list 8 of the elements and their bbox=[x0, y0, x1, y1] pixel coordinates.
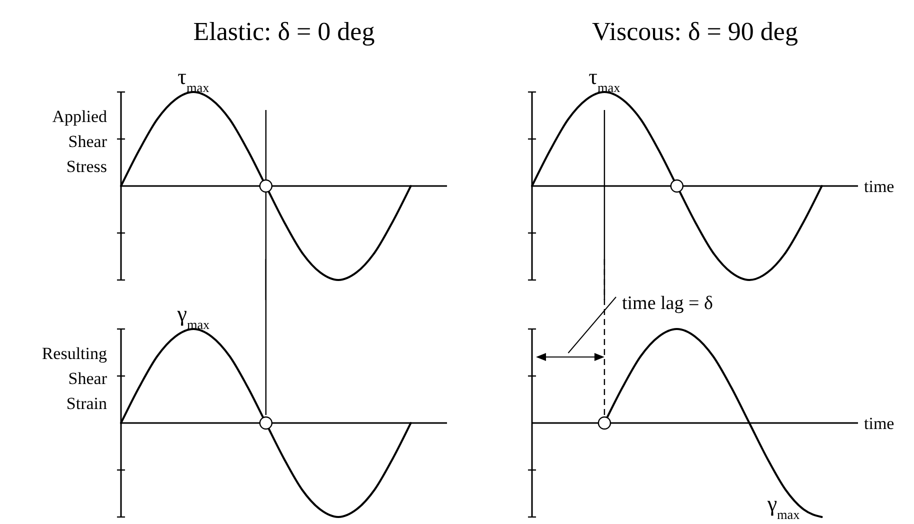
chart-title: Viscous: δ = 90 deg bbox=[592, 17, 798, 46]
text: time lag = δ bbox=[622, 293, 713, 314]
chart-title: Elastic: δ = 0 deg bbox=[193, 17, 375, 46]
x-axis-title: time bbox=[864, 414, 894, 433]
y-axis-title: Applied Shear Stress bbox=[52, 107, 108, 176]
x-axis-title: time bbox=[864, 177, 894, 196]
y-axis-title: Resulting Shear Strain bbox=[42, 344, 108, 413]
annotation: γ$_{max}$ bbox=[766, 491, 800, 522]
